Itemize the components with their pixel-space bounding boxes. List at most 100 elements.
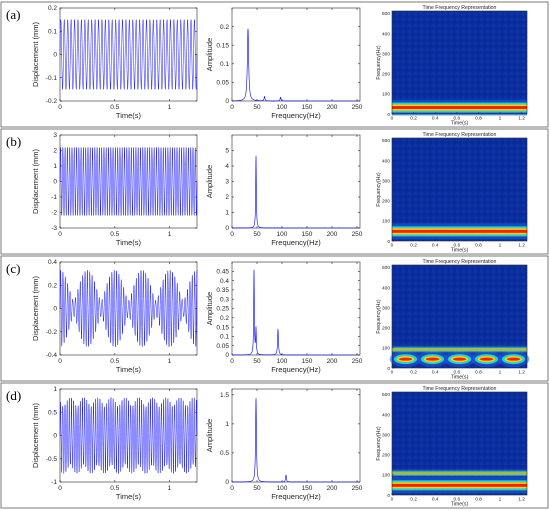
fft-xtick-label: 100 bbox=[277, 231, 288, 238]
time-ytick-label: -0.4 bbox=[46, 352, 58, 359]
tf-xtick-label: 0.8 bbox=[475, 497, 482, 503]
time-ytick-label: -0.1 bbox=[46, 75, 58, 82]
fft-ytick-label: 0.5 bbox=[220, 450, 229, 457]
tf-band bbox=[392, 483, 527, 487]
fft-ytick-label: 0 bbox=[225, 479, 229, 486]
time-ytick-label: 0 bbox=[53, 179, 57, 186]
tf-ytick-label: 400 bbox=[382, 285, 390, 291]
tf-xtick-label: 0 bbox=[391, 370, 394, 376]
tf-ytick-label: 0 bbox=[387, 493, 390, 499]
time-ytick-label: 2 bbox=[53, 148, 57, 155]
tf-ytick-label: 100 bbox=[382, 473, 390, 479]
fft-xtick-label: 150 bbox=[302, 104, 313, 111]
displacement-trace bbox=[59, 397, 198, 474]
fft-ytick-label: 0.1 bbox=[220, 61, 229, 68]
time-ytick-label: 0 bbox=[53, 433, 57, 440]
fft-xlabel: Frequency(Hz) bbox=[271, 238, 321, 247]
tf-ytick-label: 200 bbox=[382, 453, 390, 459]
tf-ytick-label: 400 bbox=[382, 31, 390, 37]
fft-ytick-label: 2 bbox=[225, 194, 229, 201]
fft-xtick-label: 50 bbox=[253, 104, 261, 111]
time-ytick-label: 1 bbox=[53, 163, 57, 170]
tf-band-blob bbox=[425, 357, 440, 361]
time-ytick-label: -1 bbox=[51, 479, 57, 486]
time-xtick-label: 0.5 bbox=[110, 104, 119, 111]
tf-xlabel: Time(s) bbox=[451, 375, 469, 381]
fft-ytick-label: 0.4 bbox=[220, 278, 229, 285]
tf-xtick-label: 0 bbox=[391, 116, 394, 122]
fft-xtick-label: 250 bbox=[352, 485, 363, 492]
tf-xlabel: Time(s) bbox=[451, 248, 469, 254]
tf-ytick-label: 500 bbox=[382, 392, 390, 398]
tf-xtick-label: 0.2 bbox=[410, 497, 417, 503]
fft-ytick-label: 1 bbox=[225, 210, 229, 217]
tf-xtick-label: 0.2 bbox=[410, 370, 417, 376]
amplitude-spectrum bbox=[232, 269, 360, 356]
time-xtick-label: 0 bbox=[58, 358, 62, 365]
time-ytick-label: -1 bbox=[51, 194, 57, 201]
tf-title: Time Frequency Representation bbox=[423, 5, 497, 11]
fft-xtick-label: 150 bbox=[302, 358, 313, 365]
tf-band bbox=[392, 106, 527, 110]
tf-band-blob bbox=[506, 357, 521, 361]
tf-xtick-label: 0.6 bbox=[453, 116, 460, 122]
tf-ytick-label: 0 bbox=[387, 112, 390, 118]
fft-xtick-label: 50 bbox=[253, 485, 261, 492]
displacement-trace bbox=[59, 147, 198, 216]
tf-ytick-label: 200 bbox=[382, 199, 390, 205]
fft-ytick-label: 5 bbox=[225, 148, 229, 155]
tf-band-blob bbox=[452, 357, 467, 361]
fft-xtick-label: 50 bbox=[253, 231, 261, 238]
tf-xtick-label: 1.2 bbox=[518, 116, 525, 122]
fft-xtick-label: 0 bbox=[230, 104, 234, 111]
time-ytick-label: 0.5 bbox=[48, 409, 57, 416]
tf-band bbox=[392, 471, 527, 475]
fft-xtick-label: 200 bbox=[327, 485, 338, 492]
fft-xtick-label: 150 bbox=[302, 231, 313, 238]
time-xtick-label: 0 bbox=[58, 231, 62, 238]
fft-ylabel: Amplitude bbox=[205, 165, 214, 198]
tf-xtick-label: 1.2 bbox=[518, 243, 525, 249]
fft-ytick-label: 0.15 bbox=[216, 324, 229, 331]
tf-ytick-label: 300 bbox=[382, 51, 390, 57]
fft-ylabel: Amplitude bbox=[205, 38, 214, 71]
tf-title: Time Frequency Representation bbox=[423, 259, 497, 265]
spectrogram-axes-frame bbox=[391, 137, 528, 242]
fft-ytick-label: 0 bbox=[225, 98, 229, 105]
fft-xlabel: Frequency(Hz) bbox=[271, 492, 321, 501]
tf-xtick-label: 0.8 bbox=[475, 243, 482, 249]
panel-label: (b) bbox=[6, 134, 21, 149]
amplitude-spectrum bbox=[232, 28, 360, 102]
fft-xtick-label: 0 bbox=[230, 358, 234, 365]
fft-ytick-label: 0.35 bbox=[216, 287, 229, 294]
tf-xtick-label: 0.8 bbox=[475, 116, 482, 122]
time-xtick-label: 0.5 bbox=[110, 231, 119, 238]
tf-xtick-label: 0 bbox=[391, 497, 394, 503]
fft-xtick-label: 250 bbox=[352, 358, 363, 365]
time-xtick-label: 0.5 bbox=[110, 358, 119, 365]
time-xtick-label: 0 bbox=[58, 485, 62, 492]
fft-xtick-label: 200 bbox=[327, 104, 338, 111]
fft-xtick-label: 50 bbox=[253, 358, 261, 365]
time-ytick-label: -2 bbox=[51, 210, 57, 217]
tf-ylabel: Frequency(Hz) bbox=[376, 426, 382, 461]
fft-ytick-label: 0.15 bbox=[216, 42, 229, 49]
fft-ylabel: Amplitude bbox=[205, 419, 214, 452]
fft-ytick-label: 0 bbox=[225, 225, 229, 232]
panel-row: (b) 0 0.5 1 -3 -2 -1 0 1 2 3 Time(s) Displacement (m… bbox=[0, 128, 549, 255]
fft-ytick-label: 0.2 bbox=[220, 24, 229, 31]
time-ylabel: Displacement (mm) bbox=[31, 21, 40, 87]
fft-ytick-label: 0.3 bbox=[220, 296, 229, 303]
time-ylabel: Displacement (mm) bbox=[31, 402, 40, 468]
tf-xtick-label: 1.2 bbox=[518, 370, 525, 376]
time-ylabel: Displacement (mm) bbox=[31, 275, 40, 341]
fft-ytick-label: 0.05 bbox=[216, 80, 229, 87]
fft-xtick-label: 0 bbox=[230, 485, 234, 492]
time-ytick-label: 0 bbox=[53, 306, 57, 313]
tf-ylabel: Frequency(Hz) bbox=[376, 45, 382, 80]
displacement-trace bbox=[59, 270, 198, 347]
time-ytick-label: -0.5 bbox=[46, 456, 58, 463]
tf-band bbox=[392, 229, 527, 233]
fft-ytick-label: 4 bbox=[225, 163, 229, 170]
